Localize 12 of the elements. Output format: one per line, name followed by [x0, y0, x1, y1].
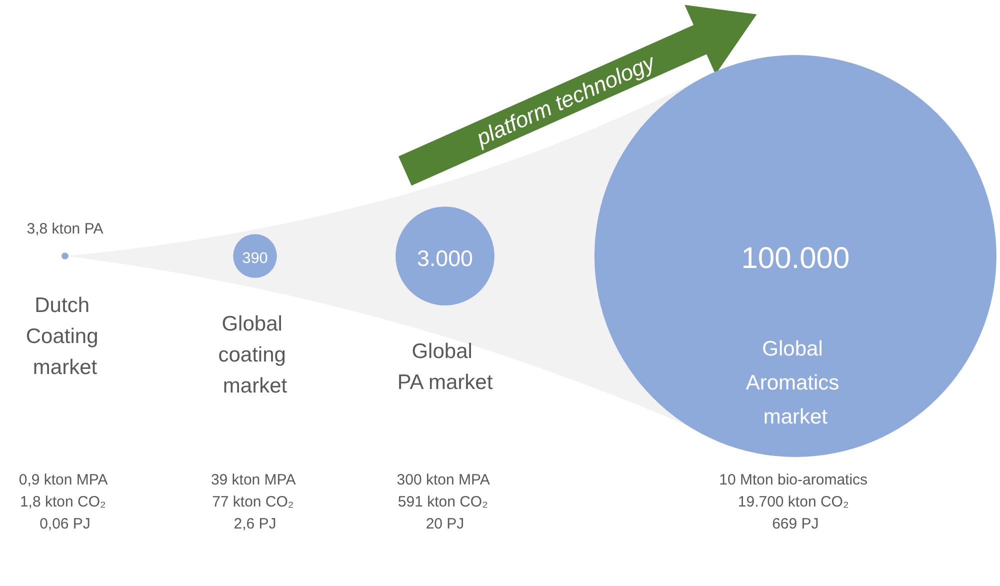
category-label: Global Aromatics market	[746, 338, 840, 428]
category-label: Global PA market	[397, 340, 493, 394]
text: 39 kton MPA 77 kton CO₂ 2,6 PJ	[210, 472, 295, 532]
text: 300 kton MPA 591 kton CO₂ 20 PJ	[396, 472, 490, 532]
category-label: Dutch Coating market	[26, 294, 98, 379]
data-label: 390	[242, 250, 268, 266]
data-label: 3.000	[417, 246, 473, 270]
text: 0,9 kton MPA 1,8 kton CO₂ 0,06 PJ	[18, 472, 107, 532]
text: 10 Mton bio-aromatics 19.700 kton CO₂ 669 PJ	[719, 472, 868, 532]
data-label: 100.000	[741, 242, 850, 274]
category-label: Global coating market	[218, 312, 288, 398]
data-label: 3,8 kton PA	[26, 220, 104, 238]
